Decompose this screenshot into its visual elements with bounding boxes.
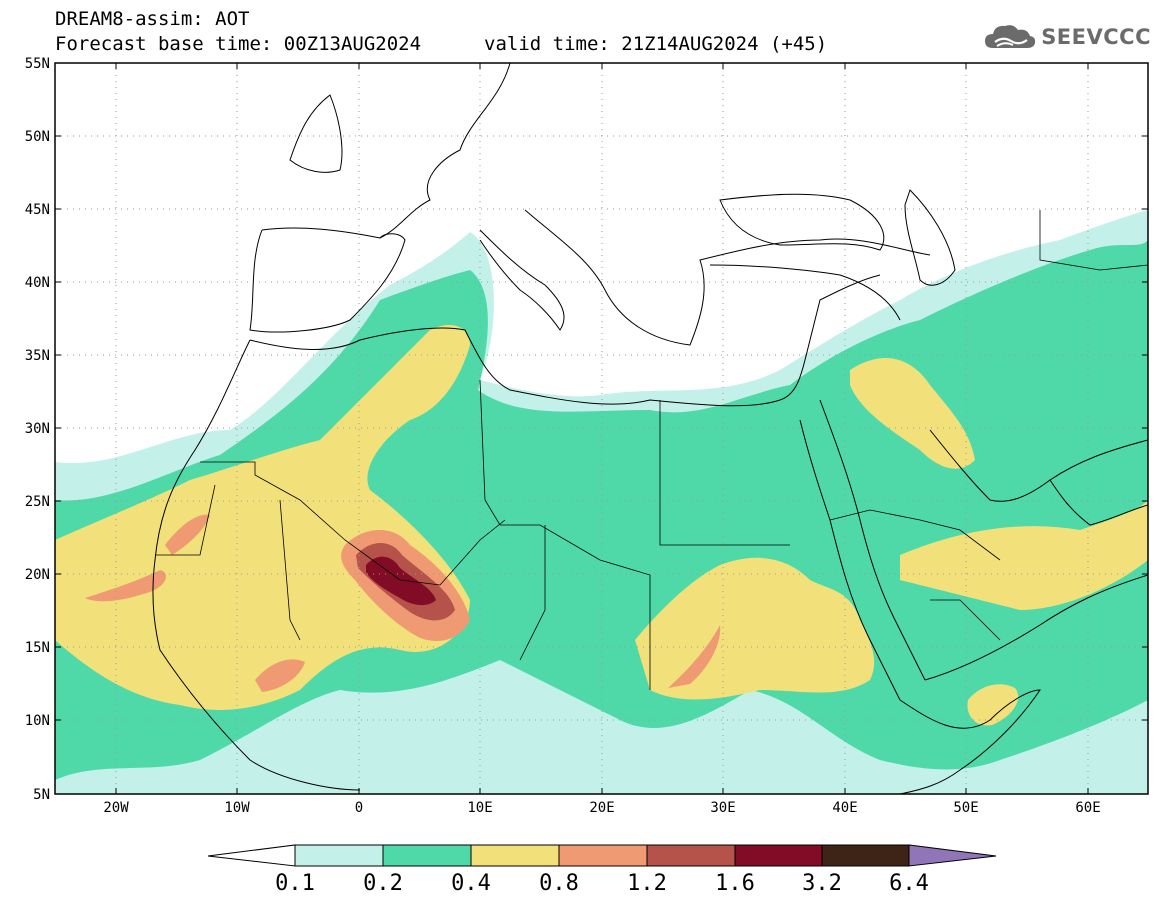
levant-coast [804,274,881,361]
horn-of-africa [899,689,1041,794]
lat-label: 25N [25,494,50,510]
red-sea-west [799,419,901,701]
lat-label: 35N [25,348,50,364]
uk-coast [289,94,343,173]
borders [155,210,1148,690]
aot-0.8-wsahara [165,514,210,555]
colorbar-bin [646,844,736,867]
north-africa-coast [249,327,806,407]
lat-label: 5N [33,787,50,803]
lat-label: 15N [25,640,50,656]
logo-text: SEEVCCC [1041,25,1151,49]
aot-0.8-mauritania [85,570,166,602]
lon-label: 50E [953,800,978,816]
lon-label: 40E [832,800,857,816]
aot-0.4-west [55,325,470,710]
lon-label: 10W [224,800,250,816]
colorbar-bin [558,844,648,867]
lat-label: 30N [25,421,50,437]
aot-0.8-burkina [255,659,305,692]
colorbar-bin [294,844,384,867]
aot-0.4-arabia [900,500,1148,610]
colorbar-bin [821,844,910,867]
europe-west-coast [261,63,511,239]
seevccc-logo: SEEVCCC [983,22,1151,52]
lat-label: 20N [25,567,50,583]
cloud-icon [985,25,1036,48]
gulf-coast [929,429,1148,526]
colorbar-bin [382,844,472,867]
colorbar-label: 0.8 [539,871,579,896]
graticule [55,63,1148,794]
lon-labels: 20W 10W 0 10E 20E 30E 40E 50E 60E [103,800,1100,816]
aot-0.4-iraq [850,358,975,469]
aot-0.4-somalia [967,684,1019,726]
lat-label: 10N [25,713,50,729]
lat-label: 50N [25,129,50,145]
aot-0.8-sudan [668,625,721,688]
turkey-coast [709,264,901,321]
colorbar-label: 1.2 [627,871,667,896]
colorbar-high-arrow [908,844,997,867]
colorbar-label: 6.4 [889,871,929,896]
lon-label: 20W [103,800,129,816]
lon-label: 20E [589,800,614,816]
lat-label: 45N [25,202,50,218]
iran-coast [1049,439,1148,481]
valid-time: valid time: 21Z14AUG2024 (+45) [484,33,828,55]
italy-coast [479,229,565,331]
arabia-south [924,574,1148,681]
colorbar-low-arrow [207,844,296,867]
iberia-coast [249,229,406,333]
lat-labels: 55N 50N 45N 40N 35N 30N 25N 20N 15N 10N … [25,56,50,803]
lon-label: 10E [467,800,492,816]
colorbar-label: 0.4 [451,871,491,896]
colorbar-label: 0.1 [275,871,315,896]
ticks [55,63,1148,794]
lon-label: 0 [355,800,363,816]
colorbar-bin [734,844,823,867]
black-sea [719,193,885,251]
coastlines [152,63,1148,794]
lat-label: 40N [25,275,50,291]
red-sea-east [819,399,926,681]
forecast-base-time: Forecast base time: 00Z13AUG2024 [55,33,422,55]
morocco-atlantic [152,339,361,791]
map-title: DREAM8-assim: AOT [55,8,250,30]
colorbar-bin [470,844,560,867]
caspian [904,189,956,286]
lon-label: 30E [710,800,735,816]
balkans-coast [524,209,931,346]
colorbar-label: 0.2 [363,871,403,896]
lat-label: 55N [25,56,50,72]
colorbar: 0.1 0.2 0.4 0.8 1.2 1.6 3.2 6.4 [207,844,997,896]
colorbar-label: 3.2 [802,871,842,896]
colorbar-label: 1.6 [715,871,755,896]
lon-label: 60E [1075,800,1100,816]
aot-1.6-mali [366,556,436,606]
